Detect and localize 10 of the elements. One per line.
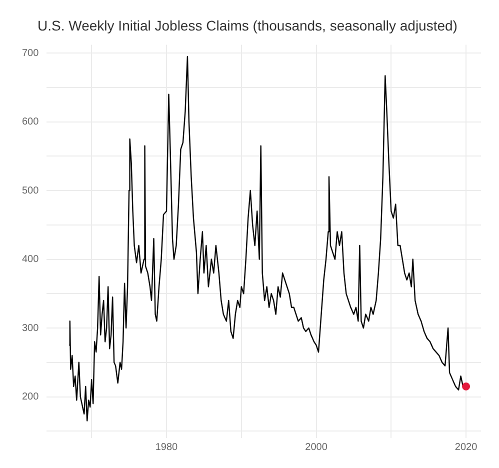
chart-title: U.S. Weekly Initial Jobless Claims (thousands, seasonally adjusted) xyxy=(38,17,458,34)
y-tick-label: 700 xyxy=(22,48,40,59)
y-tick-label: 400 xyxy=(22,254,40,266)
y-tick-label: 300 xyxy=(22,322,40,334)
y-tick-label: 600 xyxy=(22,116,40,128)
x-tick-label: 2020 xyxy=(454,442,478,453)
x-tick-label: 1980 xyxy=(155,442,178,453)
y-tick-label: 200 xyxy=(22,392,40,403)
x-tick-label: 2000 xyxy=(305,442,328,453)
y-tick-label: 500 xyxy=(22,185,40,196)
